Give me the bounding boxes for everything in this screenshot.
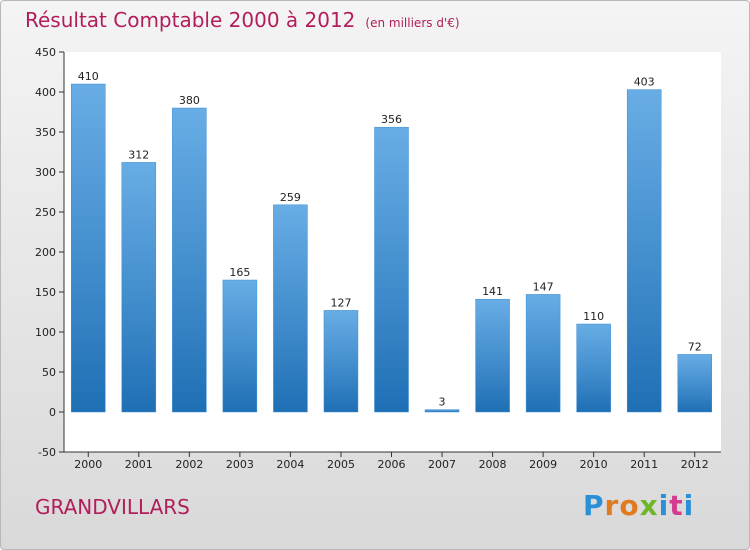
bar-2003 [222, 279, 258, 413]
bar-2000 [71, 83, 106, 413]
data-label-2006: 356 [381, 113, 402, 126]
y-tick-label: 100 [35, 326, 56, 339]
x-tick-label-2006: 2006 [378, 458, 406, 471]
x-tick-label-2010: 2010 [580, 458, 608, 471]
data-label-2000: 410 [78, 70, 99, 83]
data-label-2007: 3 [439, 396, 446, 409]
bar-2002 [172, 107, 207, 413]
proxiti-logo: Proxiti [583, 489, 694, 522]
y-tick-label: 350 [35, 126, 56, 139]
data-label-2009: 147 [533, 280, 554, 293]
bar-2011 [626, 89, 662, 413]
data-label-2002: 380 [179, 94, 200, 107]
y-tick-label: -50 [38, 446, 56, 459]
data-label-2012: 72 [688, 340, 702, 353]
logo-letter: i [658, 489, 670, 522]
title-main: Résultat Comptable 2000 à 2012 [25, 8, 356, 32]
data-label-2001: 312 [128, 148, 149, 161]
y-tick-label: 300 [35, 166, 56, 179]
data-label-2011: 403 [634, 76, 655, 89]
x-tick-label-2012: 2012 [681, 458, 709, 471]
x-tick-label-2007: 2007 [428, 458, 456, 471]
bar-2004 [273, 204, 308, 413]
y-tick-label: 250 [35, 206, 56, 219]
y-tick-label: 50 [42, 366, 56, 379]
y-tick-label: 450 [35, 46, 56, 59]
logo-letter: i [683, 489, 695, 522]
x-tick-label-2003: 2003 [226, 458, 254, 471]
x-tick-label-2008: 2008 [479, 458, 507, 471]
bar-2009 [525, 294, 561, 413]
data-label-2005: 127 [330, 296, 351, 309]
logo-letter: r [604, 489, 620, 522]
x-tick-label-2005: 2005 [327, 458, 355, 471]
x-tick-label-2002: 2002 [175, 458, 203, 471]
data-label-2003: 165 [229, 266, 250, 279]
y-tick-label: 150 [35, 286, 56, 299]
bar-2007 [424, 409, 460, 413]
bar-2005 [323, 310, 359, 413]
x-tick-label-2011: 2011 [630, 458, 658, 471]
commune-name: GRANDVILLARS [35, 495, 190, 519]
logo-letter: t [669, 489, 684, 522]
bar-2012 [677, 354, 712, 413]
data-label-2004: 259 [280, 191, 301, 204]
data-label-2008: 141 [482, 285, 503, 298]
bar-2001 [121, 162, 157, 413]
bar-2008 [475, 298, 510, 413]
title-subtitle: (en milliers d'€) [365, 16, 460, 30]
x-tick-label-2004: 2004 [276, 458, 304, 471]
y-tick-label: 0 [49, 406, 56, 419]
x-tick-label-2009: 2009 [529, 458, 557, 471]
logo-letter: P [583, 489, 605, 522]
y-tick-label: 400 [35, 86, 56, 99]
x-tick-label-2000: 2000 [74, 458, 102, 471]
bar-2006 [374, 126, 409, 413]
data-label-2010: 110 [583, 310, 604, 323]
y-tick-label: 200 [35, 246, 56, 259]
logo-letter: x [639, 489, 659, 522]
logo-letter: o [619, 489, 640, 522]
x-tick-label-2001: 2001 [125, 458, 153, 471]
bar-2010 [576, 323, 611, 413]
chart-title: Résultat Comptable 2000 à 2012 (en millie… [25, 8, 460, 32]
